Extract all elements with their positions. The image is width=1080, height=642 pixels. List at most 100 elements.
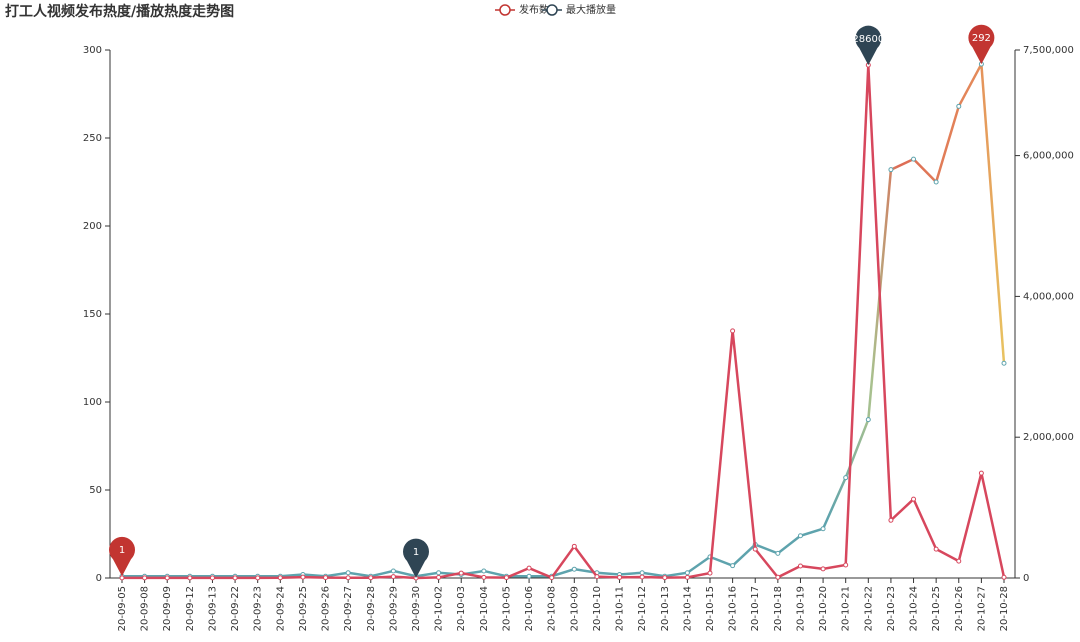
data-point	[571, 543, 577, 549]
data-point	[300, 574, 306, 580]
data-point	[187, 575, 193, 581]
data-point	[617, 574, 623, 580]
series-line	[121, 65, 1006, 580]
data-point	[481, 568, 487, 574]
mark-pin-label: 1	[413, 547, 419, 558]
x-tick-label: 20-10-14	[682, 586, 693, 631]
data-point	[707, 570, 713, 576]
data-point	[368, 575, 374, 581]
x-tick-label: 20-09-26	[321, 586, 332, 631]
data-point	[684, 574, 690, 580]
y-tick-label: 50	[89, 485, 102, 496]
mark-pin-label: 7286000	[846, 34, 891, 45]
data-point	[911, 496, 917, 502]
y-tick-label: 250	[83, 133, 102, 144]
x-tick-label: 20-10-17	[750, 586, 761, 631]
data-point	[1001, 360, 1007, 366]
data-point	[933, 546, 939, 552]
data-point	[345, 570, 351, 576]
data-point	[639, 570, 645, 576]
x-tick-label: 20-10-27	[976, 586, 987, 631]
x-tick-label: 20-09-24	[275, 586, 286, 631]
x-tick-label: 20-10-15	[705, 586, 716, 631]
data-point	[232, 575, 238, 581]
data-point	[752, 546, 758, 552]
data-point	[888, 517, 894, 523]
x-tick-label: 20-09-08	[140, 586, 151, 631]
data-point	[662, 575, 668, 581]
y2-tick-label: 4,000,000	[1023, 291, 1074, 302]
data-point	[865, 417, 871, 423]
series-line	[122, 59, 1006, 578]
data-point	[888, 167, 894, 173]
legend-label: 最大播放量	[566, 3, 616, 16]
data-point	[209, 575, 215, 581]
x-tick-label: 20-10-11	[615, 586, 626, 631]
mark-pin	[109, 536, 136, 577]
data-point	[684, 570, 690, 576]
data-point	[775, 550, 781, 556]
data-point	[390, 574, 396, 580]
y-tick-label: 300	[83, 45, 102, 56]
data-point	[820, 526, 826, 532]
x-tick-label: 20-10-09	[569, 586, 580, 631]
x-tick-label: 20-09-29	[388, 586, 399, 631]
data-point	[526, 573, 532, 579]
data-point	[797, 563, 803, 569]
data-point	[820, 566, 826, 572]
x-tick-label: 20-10-28	[999, 586, 1010, 631]
data-point	[164, 575, 170, 581]
x-tick-label: 20-10-03	[456, 586, 467, 631]
data-point	[911, 156, 917, 162]
x-tick-label: 20-10-08	[547, 586, 558, 631]
x-tick-label: 20-10-12	[637, 586, 648, 631]
data-point	[323, 575, 329, 581]
y2-tick-label: 7,500,000	[1023, 45, 1074, 56]
x-tick-label: 20-09-25	[298, 586, 309, 631]
y-tick-label: 0	[96, 573, 102, 584]
x-tick-label: 20-10-18	[773, 586, 784, 631]
x-tick-label: 20-10-20	[818, 586, 829, 631]
data-point	[345, 575, 351, 581]
data-point	[255, 575, 261, 581]
x-tick-label: 20-09-23	[253, 586, 264, 631]
mark-pin	[855, 25, 882, 66]
data-point	[277, 575, 283, 581]
mark-pin	[403, 538, 429, 578]
x-tick-label: 20-09-09	[162, 586, 173, 631]
y2-tick-label: 2,000,000	[1023, 432, 1074, 443]
chart-title: 打工人视频发布热度/播放热度走势图	[5, 3, 234, 20]
data-point	[594, 574, 600, 580]
x-tick-label: 20-10-24	[909, 586, 920, 631]
data-point	[639, 574, 645, 580]
data-point	[956, 103, 962, 109]
x-tick-label: 20-10-06	[524, 586, 535, 631]
data-point	[549, 575, 555, 581]
data-point	[843, 562, 849, 568]
x-tick-label: 20-10-04	[479, 586, 490, 631]
x-tick-label: 20-10-05	[501, 586, 512, 631]
data-point	[730, 328, 736, 334]
data-point	[956, 558, 962, 564]
legend-icon-dot	[499, 4, 511, 16]
x-tick-label: 20-10-16	[728, 586, 739, 631]
x-tick-label: 20-10-10	[592, 586, 603, 631]
y-tick-label: 200	[83, 221, 102, 232]
data-point	[1001, 574, 1007, 580]
data-point	[458, 570, 464, 576]
data-point	[503, 575, 509, 581]
mark-pin-label: 292	[972, 33, 991, 44]
x-tick-label: 20-09-30	[411, 586, 422, 631]
data-point	[119, 575, 125, 581]
x-tick-label: 20-09-22	[230, 586, 241, 631]
x-tick-label: 20-10-19	[795, 586, 806, 631]
y-tick-label: 150	[83, 309, 102, 320]
x-tick-label: 20-09-05	[117, 586, 128, 631]
data-point	[775, 574, 781, 580]
data-point	[436, 574, 442, 580]
data-point	[843, 475, 849, 481]
data-point	[142, 575, 148, 581]
x-tick-label: 20-10-26	[954, 586, 965, 631]
x-tick-label: 20-10-23	[886, 586, 897, 631]
